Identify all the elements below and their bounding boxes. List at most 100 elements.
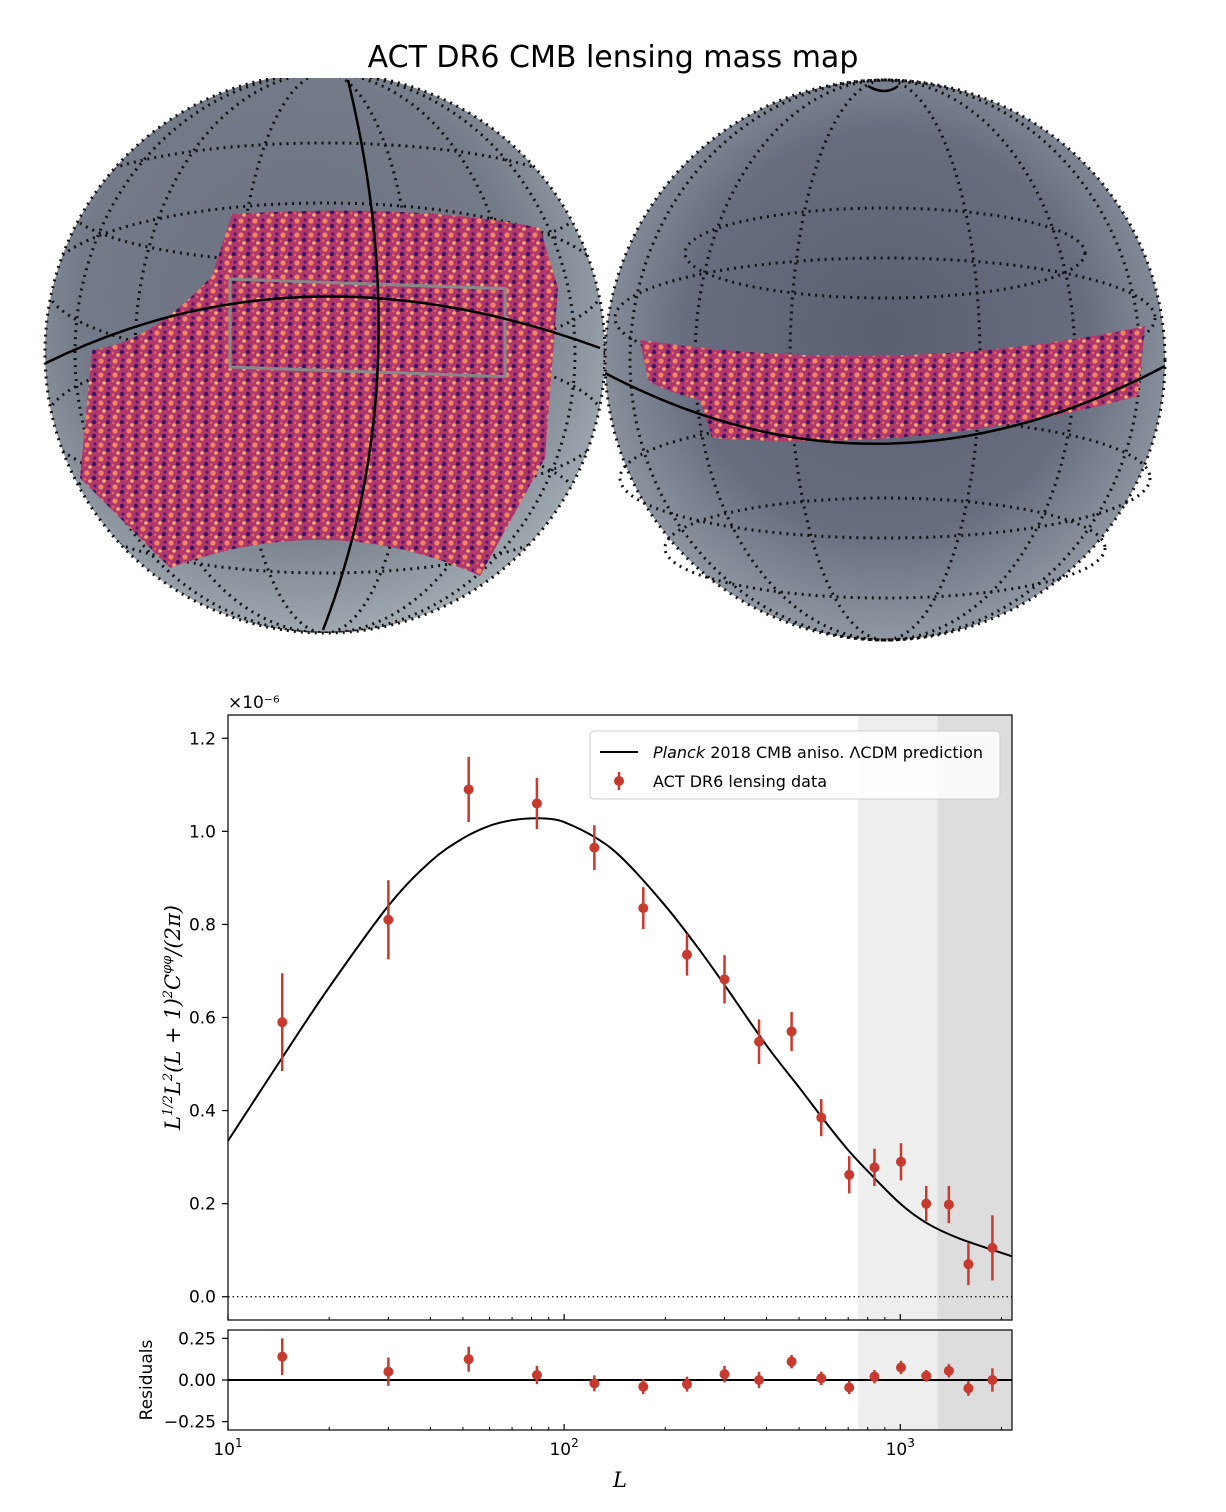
residual-point-3 — [463, 1346, 474, 1372]
data-point-1 — [277, 973, 288, 1072]
data-marker — [816, 1112, 827, 1123]
x-tick-exponent: 1 — [235, 1436, 243, 1450]
model-curve-line — [227, 817, 1013, 1258]
data-point-13 — [869, 1148, 880, 1186]
data-marker — [987, 1242, 998, 1253]
data-point-15 — [921, 1185, 932, 1222]
residual-marker — [987, 1375, 998, 1385]
y-multiplier-label: ×10⁻⁶ — [228, 693, 280, 713]
left-highlight-box — [228, 277, 507, 379]
x-tick-label: 101 — [213, 1436, 242, 1460]
residual-point-7 — [681, 1376, 692, 1392]
main-y-tick-label: 0.0 — [189, 1288, 216, 1308]
data-point-8 — [719, 955, 730, 1004]
data-point-3 — [463, 756, 474, 823]
residual-point-1 — [277, 1338, 288, 1375]
residual-marker — [816, 1373, 827, 1384]
data-point-10 — [786, 1011, 797, 1052]
resid-y-tick-label: −0.25 — [164, 1413, 216, 1433]
residual-marker — [786, 1356, 797, 1367]
data-point-18 — [987, 1215, 998, 1281]
residual-point-12 — [844, 1380, 855, 1395]
x-tick-label: 103 — [886, 1436, 915, 1460]
main-shaded-region-2 — [937, 715, 1012, 1320]
residual-point-15 — [921, 1370, 932, 1382]
data-marker — [963, 1259, 974, 1270]
residual-marker — [844, 1382, 855, 1393]
residual-marker — [638, 1381, 649, 1392]
data-point-9 — [754, 1019, 765, 1065]
legend-entry-model: Planck 2018 CMB aniso. ΛCDM prediction — [653, 743, 983, 762]
data-marker — [277, 1017, 288, 1028]
main-y-tick-label: 0.4 — [189, 1102, 216, 1122]
data-point-16 — [943, 1185, 954, 1224]
residual-marker — [589, 1378, 600, 1389]
residual-marker — [943, 1365, 954, 1376]
legend-box — [589, 730, 1001, 800]
data-point-2 — [383, 880, 394, 960]
data-marker — [943, 1199, 954, 1210]
data-marker — [921, 1198, 932, 1209]
residual-point-9 — [754, 1372, 765, 1388]
data-point-12 — [844, 1156, 855, 1194]
residual-marker — [531, 1370, 542, 1380]
residual-point-16 — [943, 1364, 954, 1378]
residual-marker — [895, 1362, 906, 1373]
residual-point-6 — [638, 1379, 649, 1395]
data-point-5 — [589, 825, 600, 870]
main-y-tick-label: 0.6 — [189, 1009, 216, 1029]
data-marker — [589, 842, 600, 853]
residual-point-8 — [719, 1365, 730, 1383]
left-lensing-patch — [80, 210, 558, 576]
main-y-tick-label: 0.8 — [189, 915, 216, 935]
residual-point-2 — [383, 1357, 394, 1386]
x-tick-label: 102 — [549, 1436, 578, 1460]
sky-maps — [43, 78, 1167, 642]
data-point-4 — [531, 777, 542, 830]
data-point-11 — [816, 1098, 827, 1137]
residual-marker — [754, 1375, 765, 1385]
residual-point-14 — [895, 1360, 906, 1375]
data-marker — [531, 798, 542, 809]
main-y-axis-label: L1/2L2(L + 1)2Cφφ/(2π) — [160, 905, 185, 1131]
residual-marker — [463, 1354, 474, 1365]
data-marker — [463, 784, 474, 795]
legend-marker-swatch — [614, 776, 624, 786]
data-point-14 — [895, 1143, 906, 1181]
residual-marker — [963, 1383, 974, 1394]
data-point-6 — [638, 887, 649, 930]
legend-entry-data: ACT DR6 lensing data — [653, 772, 827, 791]
resid-y-tick-label: 0.25 — [178, 1329, 216, 1349]
data-marker — [638, 903, 649, 914]
residual-marker — [681, 1379, 692, 1390]
data-marker — [383, 914, 394, 925]
residual-point-10 — [786, 1355, 797, 1369]
x-axis-label: L — [612, 1468, 627, 1492]
residual-point-4 — [531, 1365, 542, 1385]
right-lensing-band — [640, 326, 1145, 442]
data-marker — [869, 1162, 880, 1173]
data-marker — [754, 1036, 765, 1047]
right-globe — [603, 78, 1167, 642]
data-marker — [681, 949, 692, 960]
figure-title: ACT DR6 CMB lensing mass map — [367, 40, 859, 75]
data-marker — [719, 974, 730, 985]
main-shaded-region-1 — [858, 715, 938, 1320]
residual-marker — [921, 1370, 932, 1381]
data-marker — [895, 1156, 906, 1167]
residual-marker — [869, 1371, 880, 1382]
data-marker — [844, 1169, 855, 1180]
main-y-tick-label: 0.2 — [189, 1195, 216, 1215]
residual-point-13 — [869, 1370, 880, 1384]
x-tick-exponent: 2 — [571, 1436, 579, 1450]
residual-point-18 — [987, 1368, 998, 1392]
x-tick-exponent: 3 — [907, 1436, 915, 1450]
residuals-axis-label: Residuals — [137, 1340, 157, 1421]
resid-y-tick-label: 0.00 — [178, 1371, 216, 1391]
data-point-7 — [681, 933, 692, 976]
residual-point-17 — [963, 1380, 974, 1396]
residual-point-11 — [816, 1371, 827, 1385]
residual-point-5 — [589, 1375, 600, 1392]
residual-marker — [383, 1366, 394, 1377]
